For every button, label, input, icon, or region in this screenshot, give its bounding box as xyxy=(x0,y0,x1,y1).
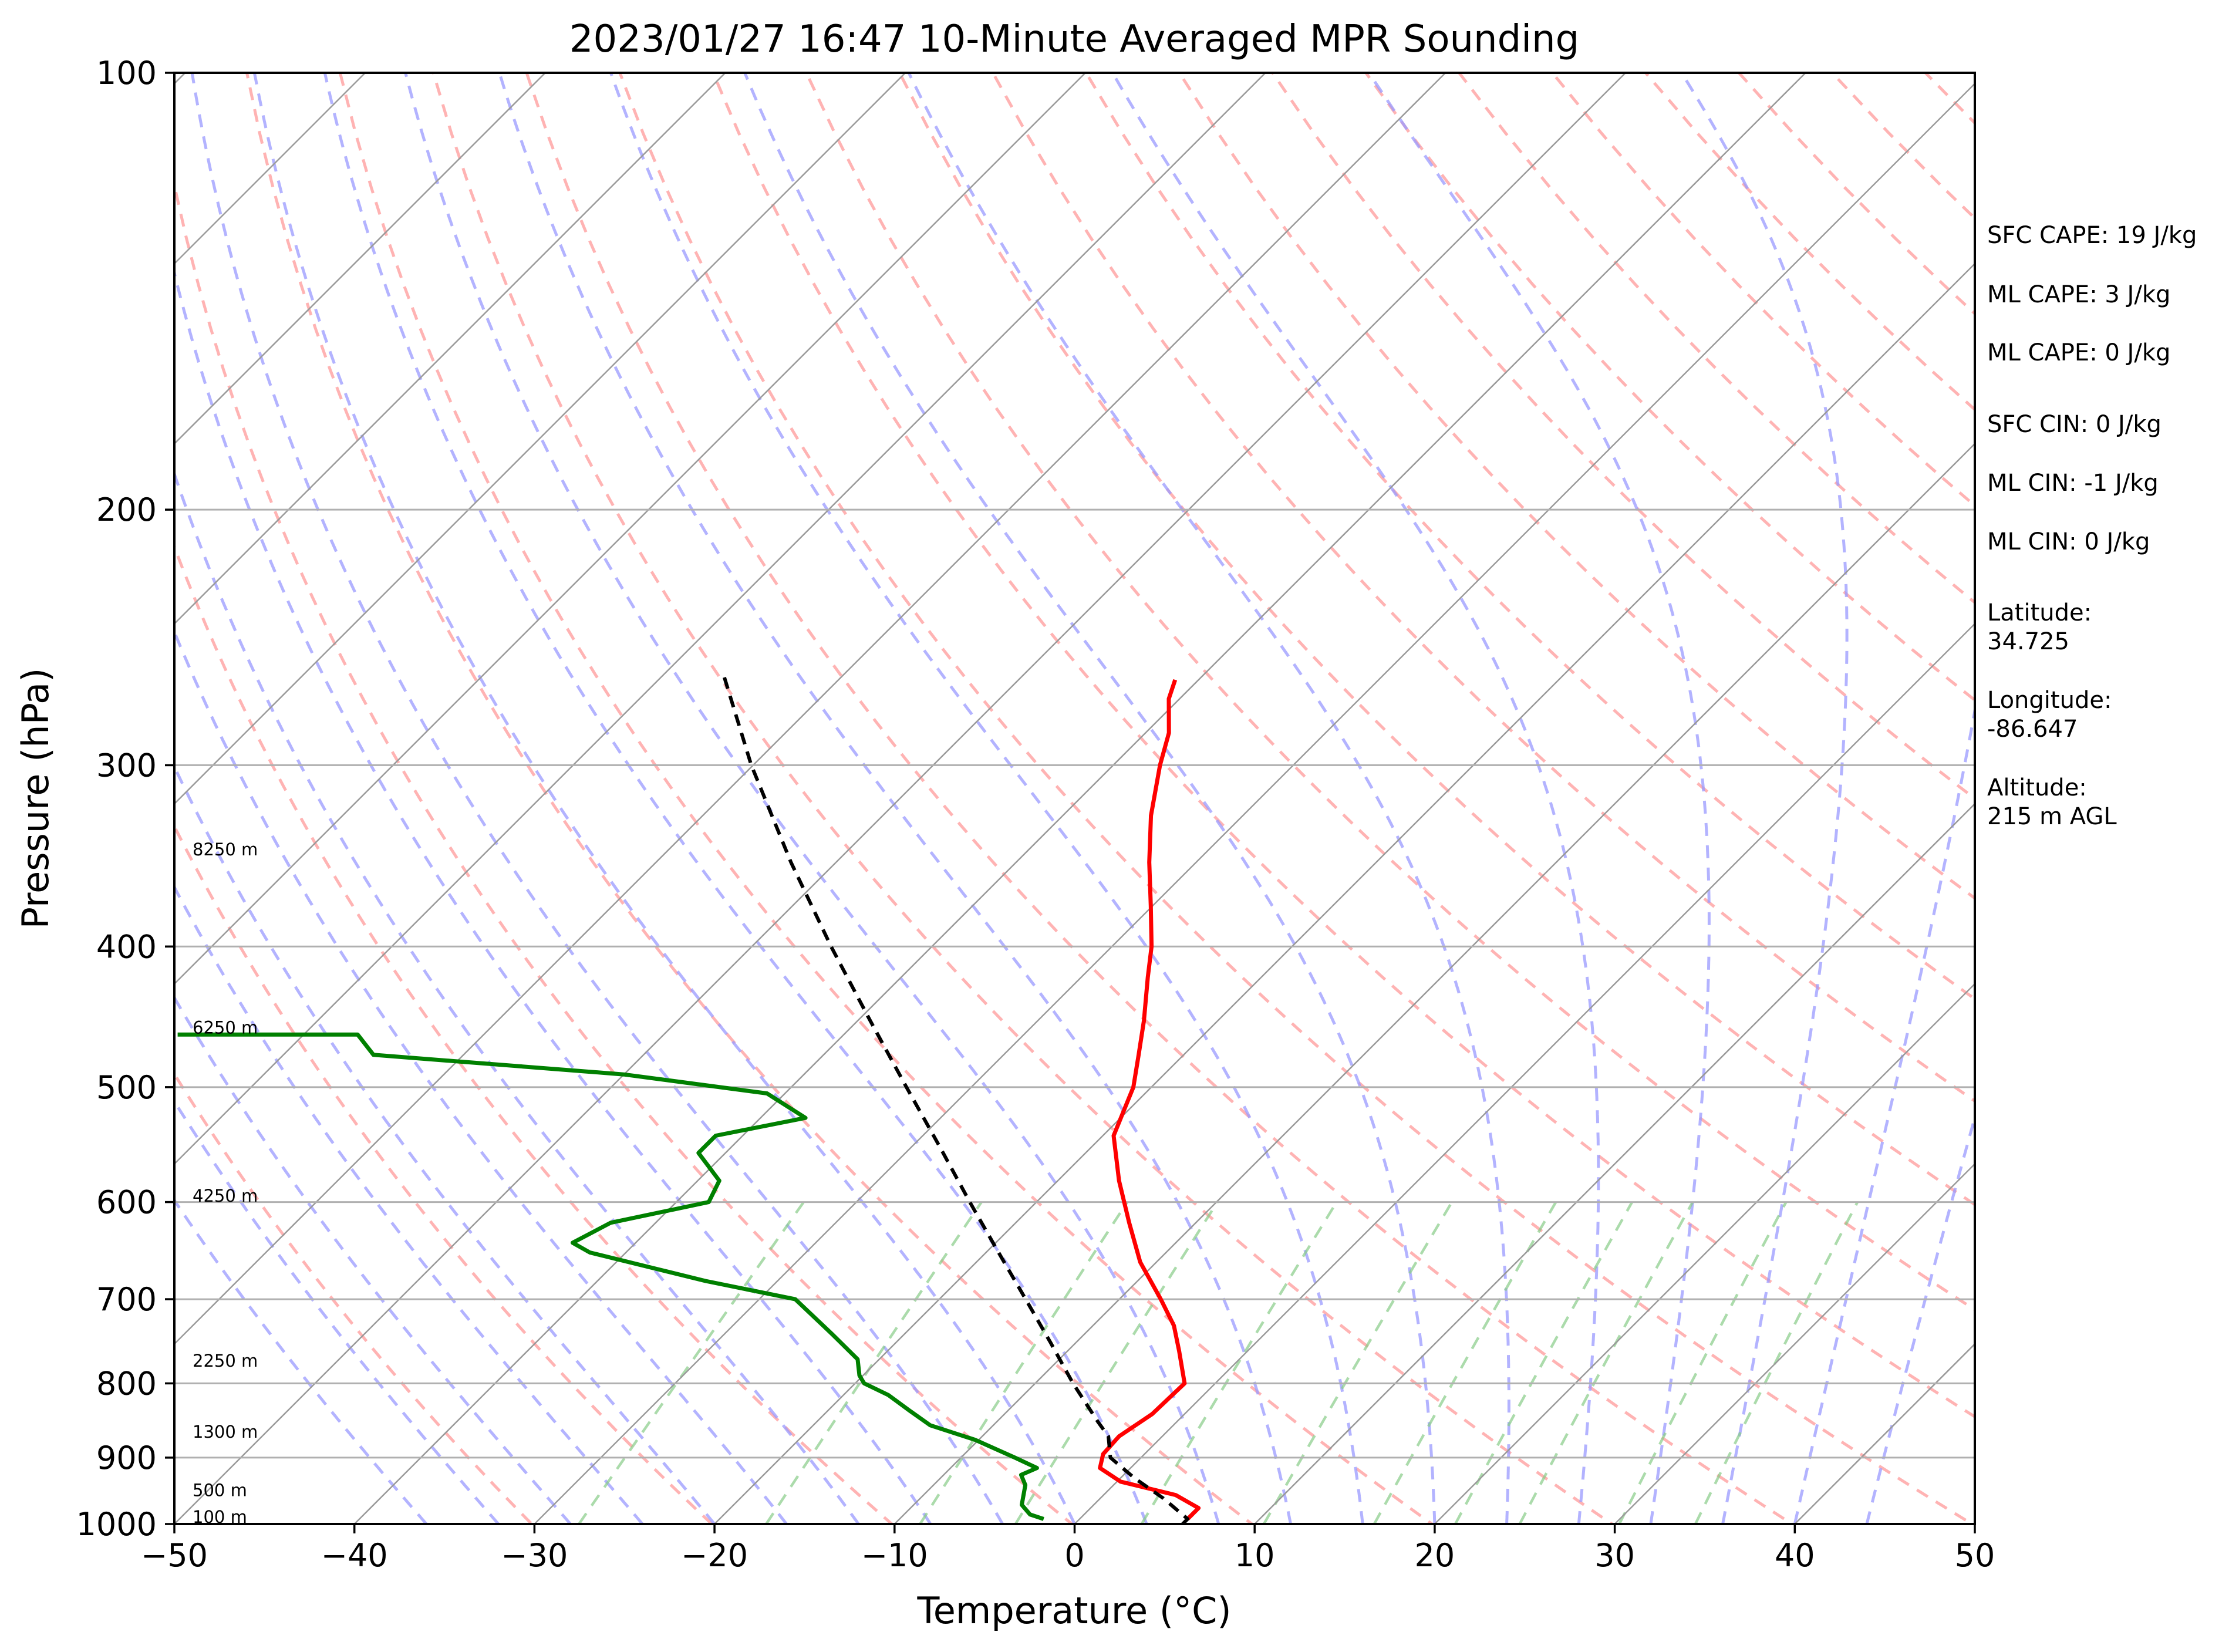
x-tick-label: −40 xyxy=(321,1537,388,1574)
y-tick-label: 900 xyxy=(96,1439,157,1476)
ml-cin-text: ML CIN: -1 J/kg xyxy=(1987,470,2159,497)
height-label: 4250 m xyxy=(193,1186,258,1206)
altitude-label: Altitude: xyxy=(1987,774,2087,801)
y-tick-label: 700 xyxy=(96,1281,157,1318)
x-tick-label: −30 xyxy=(501,1537,568,1574)
y-tick-label: 200 xyxy=(96,491,157,528)
y-tick-label: 600 xyxy=(96,1184,157,1221)
height-label: 500 m xyxy=(193,1481,247,1501)
sfc-cape-text: SFC CAPE: 19 J/kg xyxy=(1987,222,2197,249)
y-tick-label: 1000 xyxy=(76,1506,157,1543)
height-label: 1300 m xyxy=(193,1422,258,1442)
height-label: 6250 m xyxy=(193,1018,258,1038)
x-tick-label: 0 xyxy=(1064,1537,1084,1574)
y-tick-label: 100 xyxy=(96,55,157,92)
sfc-cin-text: SFC CIN: 0 J/kg xyxy=(1987,411,2162,438)
ml-cin-text-2: ML CIN: 0 J/kg xyxy=(1987,528,2150,555)
x-tick-label: 30 xyxy=(1594,1537,1635,1574)
longitude-value: -86.647 xyxy=(1987,716,2078,743)
x-tick-label: 50 xyxy=(1955,1537,1995,1574)
height-label: 8250 m xyxy=(193,840,258,859)
ml-cape-text: ML CAPE: 3 J/kg xyxy=(1987,281,2170,308)
x-tick-label: 20 xyxy=(1415,1537,1455,1574)
y-tick-label: 500 xyxy=(96,1069,157,1106)
latitude-label: Latitude: xyxy=(1987,599,2092,626)
x-tick-label: 40 xyxy=(1775,1537,1815,1574)
ml-cape-text-2: ML CAPE: 0 J/kg xyxy=(1987,339,2170,366)
longitude-label: Longitude: xyxy=(1987,687,2112,714)
x-tick-label: 10 xyxy=(1235,1537,1275,1574)
x-tick-label: −20 xyxy=(681,1537,748,1574)
y-axis-label: Pressure (hPa) xyxy=(14,668,57,929)
chart-title: 2023/01/27 16:47 10-Minute Averaged MPR … xyxy=(569,18,1579,61)
x-axis-label: Temperature (°C) xyxy=(916,1589,1231,1632)
y-tick-label: 400 xyxy=(96,928,157,965)
height-label: 2250 m xyxy=(193,1351,258,1371)
y-tick-label: 800 xyxy=(96,1365,157,1402)
x-tick-label: −10 xyxy=(861,1537,928,1574)
altitude-value: 215 m AGL xyxy=(1987,803,2117,830)
latitude-value: 34.725 xyxy=(1987,628,2069,655)
y-tick-label: 300 xyxy=(96,747,157,784)
